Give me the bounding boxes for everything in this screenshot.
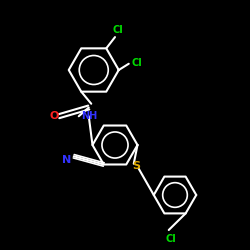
Text: N: N [62,155,71,165]
Text: NH: NH [81,111,98,121]
Text: S: S [132,161,140,171]
Text: O: O [49,111,58,121]
Text: Cl: Cl [112,24,123,34]
Text: Cl: Cl [166,234,176,244]
Text: Cl: Cl [131,58,142,68]
